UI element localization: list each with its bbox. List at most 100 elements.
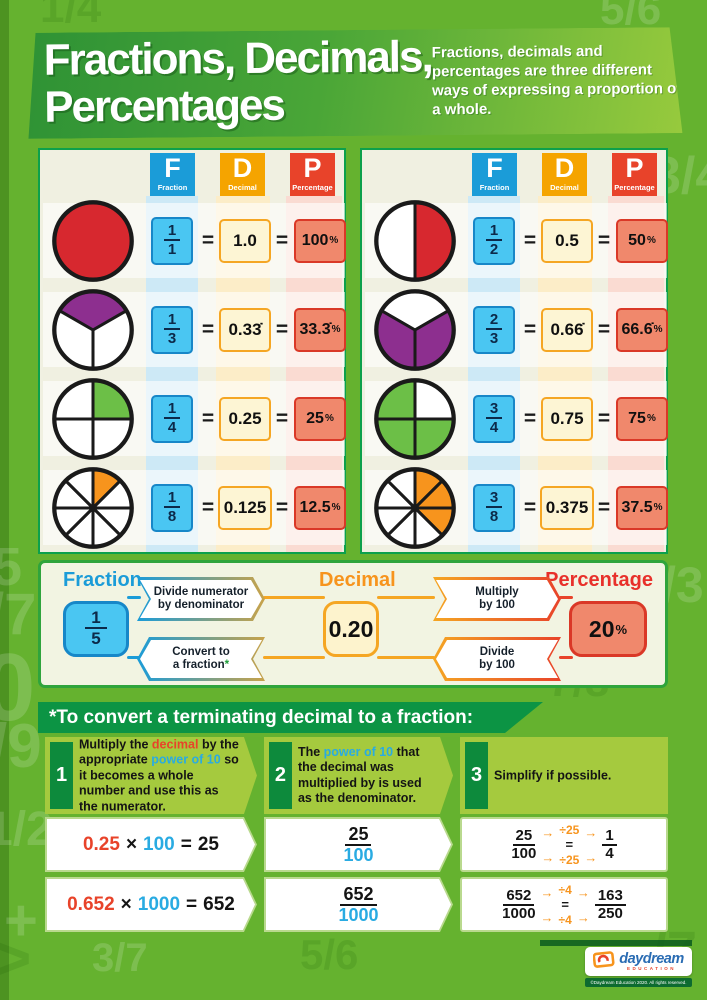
equals-sign: = [201, 317, 215, 341]
daydream-logo-icon [592, 950, 615, 973]
step-1-number: 1 [50, 742, 73, 809]
percentage-value: 25 % [294, 396, 346, 441]
decimal-value: 0.75 [541, 396, 593, 441]
percentage-value: 66.6̇ % [616, 307, 668, 352]
convert-section-heading: *To convert a terminating decimal to a f… [38, 702, 543, 733]
percent-sign: % [646, 235, 656, 246]
column-header-percentage: P Percentage [612, 153, 657, 196]
step-2-text: The power of 10 that the decimal was mul… [297, 744, 422, 805]
flow-percentage-label: Percentage [545, 569, 653, 591]
percent-sign: % [331, 324, 341, 335]
equals-sign: = [186, 893, 198, 915]
title-line-1: Fractions, Decimals, [43, 32, 432, 85]
example-2-fraction: 652 1000 [264, 877, 453, 932]
percent-sign: % [615, 621, 628, 637]
equals-sign: = [597, 406, 611, 430]
footnote-asterisk: * [224, 659, 230, 671]
equals-sign: = [523, 228, 537, 252]
percentage-value: 33.3̇ % [294, 307, 346, 352]
title-banner: Fractions, Decimals, Percentages Fractio… [28, 27, 683, 139]
percent-sign: % [646, 413, 656, 424]
footer-strip [540, 940, 692, 946]
column-header-fraction: F Fraction [150, 153, 195, 196]
table-row: 3 4 = 0.75 = 75 % [362, 374, 670, 463]
percent-sign: % [324, 413, 334, 424]
convert-steps: 1 Multiply the decimal by the appropriat… [45, 737, 668, 814]
step-1: 1 Multiply the decimal by the appropriat… [45, 737, 257, 814]
equals-sign: = [523, 317, 537, 341]
percentage-header-label: Percentage [292, 183, 333, 192]
step-3-text: Simplify if possible. [494, 767, 612, 782]
equals-sign: = [523, 495, 537, 519]
step-1-text: Multiply the decimal by the appropriate … [79, 736, 239, 813]
fdp-tables: F Fraction D Decimal P Percentage 1 1 = … [38, 148, 668, 554]
column-header-decimal: D Decimal [220, 153, 265, 196]
flow-decimal-box: 0.20 [323, 601, 379, 657]
flow-decimal-label: Decimal [319, 569, 396, 591]
step-3-number: 3 [465, 742, 489, 809]
pie-chart [40, 198, 146, 284]
equals-sign: = [201, 228, 215, 252]
fraction-header-label: Fraction [157, 183, 188, 192]
percentage-value: 100 % [294, 218, 346, 263]
step-2: 2 The power of 10 that the decimal was m… [264, 737, 453, 814]
equals-sign: = [201, 406, 215, 430]
table-row: 1 8 = 0.125 = 12.5 % [40, 463, 348, 552]
decimal-value: 0.25 [219, 396, 271, 441]
example-2-simplify: 652 1000 → → ÷4 = ÷4 → → 163 250 [460, 877, 668, 932]
pie-chart [362, 198, 468, 284]
percentage-header-letter: P [303, 153, 322, 183]
arrow-icon: → → [584, 824, 598, 865]
poster-subtitle: Fractions, decimals and percentages are … [431, 42, 682, 119]
fraction-value: 2 3 [473, 305, 515, 354]
decimal-value: 1.0 [219, 218, 271, 263]
poster-left-edge [0, 0, 9, 1000]
flow-fraction-box: 1 5 [63, 601, 129, 657]
decimal-value: 0.375 [540, 485, 594, 530]
equals-sign: = [201, 495, 215, 519]
arrow-multiply-by-100: Multiply by 100 [433, 577, 561, 621]
pie-chart [40, 376, 146, 462]
fdp-table-right: F Fraction D Decimal P Percentage 1 2 = … [360, 148, 668, 554]
decimal-value: 0.33̇ [219, 307, 271, 352]
percent-sign: % [331, 502, 341, 513]
decimal-value: 0.66̇ [541, 307, 593, 352]
arrow-icon: → → [540, 884, 554, 925]
fraction-value: 3 4 [473, 394, 515, 443]
decimal-value: 0.125 [218, 485, 272, 530]
fraction-value: 1 3 [151, 305, 193, 354]
fdp-table-left: F Fraction D Decimal P Percentage 1 1 = … [38, 148, 346, 554]
decimal-header-label: Decimal [228, 183, 257, 192]
fraction-value: 3 8 [473, 483, 515, 532]
conversion-flow: Fraction Decimal Percentage 1 5 0.20 20 … [38, 560, 668, 688]
pie-chart [362, 287, 468, 373]
arrow-divide-by-100: Divide by 100 [433, 637, 561, 681]
column-header-decimal: D Decimal [542, 153, 587, 196]
arrow-convert-to-fraction: Convert to a fraction* [137, 637, 265, 681]
title-line-2: Percentages [43, 80, 285, 132]
percent-sign: % [329, 235, 339, 246]
table-row: 3 8 = 0.375 = 37.5 % [362, 463, 670, 552]
flow-fraction-label: Fraction [63, 569, 142, 591]
equals-sign: = [275, 495, 289, 519]
fraction-value: 1 2 [473, 216, 515, 265]
daydream-logo-text: daydream EDUCATION [619, 950, 684, 971]
pie-chart [362, 465, 468, 551]
equals-sign: = [523, 406, 537, 430]
fraction-value: 1 8 [151, 483, 193, 532]
percentage-value: 50 % [616, 218, 668, 263]
arrow-divide-numerator: Divide numerator by denominator [137, 577, 265, 621]
fraction-value: 1 1 [151, 216, 193, 265]
table-row: 1 2 = 0.5 = 50 % [362, 196, 670, 285]
example-1-fraction: 25 100 [264, 817, 453, 872]
equals-sign: = [597, 228, 611, 252]
percentage-value: 37.5 % [616, 485, 668, 530]
percentage-value: 12.5 % [294, 485, 346, 530]
times-sign: × [120, 893, 132, 915]
equals-sign: = [275, 228, 289, 252]
step-2-number: 2 [269, 742, 292, 809]
column-header-percentage: P Percentage [290, 153, 335, 196]
pie-chart [362, 376, 468, 462]
